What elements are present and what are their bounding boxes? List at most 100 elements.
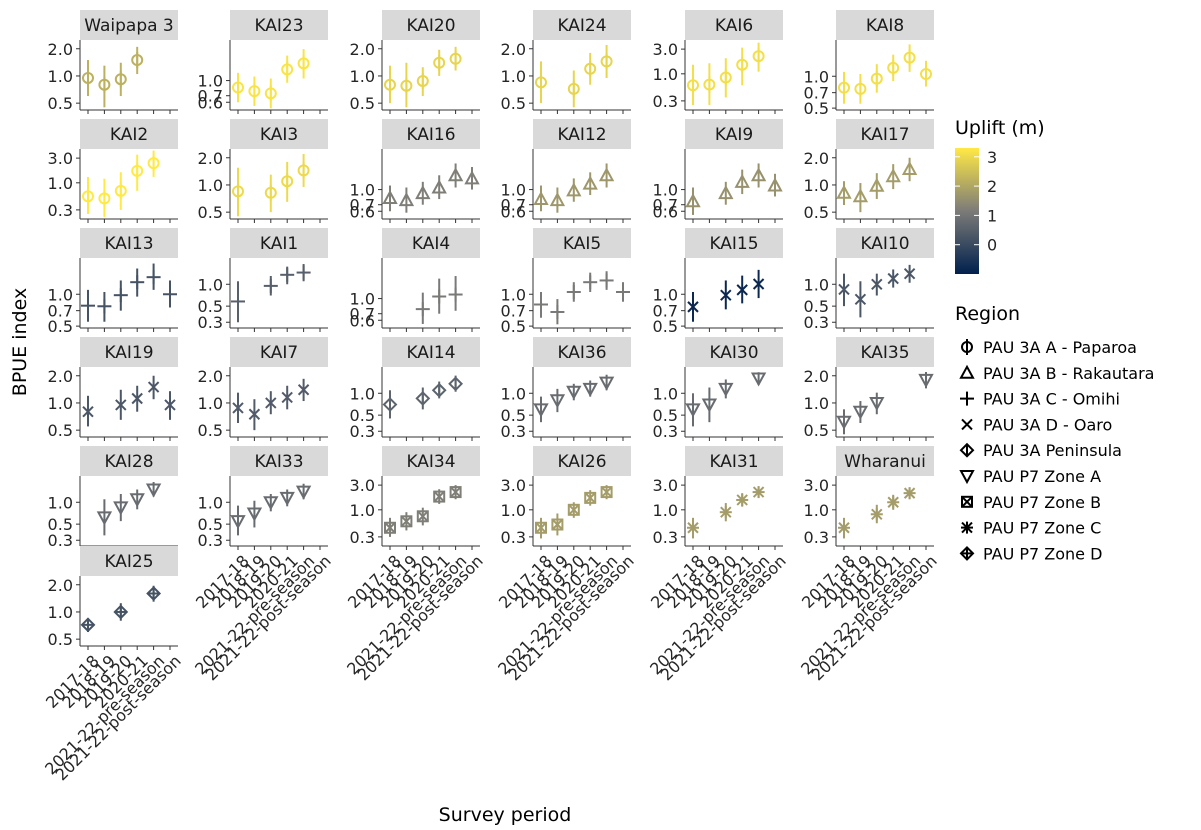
data-point: [583, 275, 598, 290]
data-point: [147, 381, 160, 393]
data-point: [736, 493, 749, 506]
data-point: [415, 302, 430, 317]
data-point: [533, 190, 549, 206]
region-legend-label: PAU 3A C - Omihi: [983, 390, 1120, 409]
y-tick-label: 0.5: [653, 406, 678, 425]
data-point: [584, 60, 597, 77]
data-point: [416, 510, 429, 523]
panel-strip-label: KAI36: [557, 343, 606, 363]
data-point: [566, 182, 582, 197]
panel-kai14: KAI14 0.30.5 1.0: [350, 337, 480, 441]
data-point: [82, 406, 94, 418]
y-tick-label: 0.3: [653, 528, 678, 547]
y-tick-label: 0.6: [501, 202, 526, 221]
panel-strip-label: KAI10: [860, 234, 909, 254]
data-point: [534, 297, 548, 312]
data-point: [887, 59, 900, 76]
data-point: [687, 301, 699, 313]
panel-strip-label: KAI24: [557, 16, 606, 36]
data-point: [549, 394, 566, 409]
data-point: [280, 267, 295, 282]
region-legend-title: Region: [955, 303, 1020, 325]
data-point: [600, 53, 613, 70]
panel-strip-label: KAI19: [104, 343, 153, 363]
panel-strip: [685, 10, 783, 40]
y-tick-label: 0.5: [350, 94, 375, 113]
data-point: [263, 278, 278, 293]
panel-strip-label: KAI7: [260, 343, 298, 363]
region-legend-label: PAU P7 Zone B: [983, 493, 1101, 512]
region-legend-key: [959, 364, 975, 379]
y-tick-label: 0.5: [198, 203, 223, 222]
y-tick-label: 2.0: [48, 367, 73, 386]
data-point: [838, 79, 850, 96]
panel-kai3: KAI3 0.5 1.0 2.0: [198, 119, 328, 223]
data-point: [433, 490, 446, 503]
data-point: [599, 273, 614, 288]
panel-strip: [80, 337, 178, 367]
data-point: [113, 288, 128, 303]
data-point: [567, 503, 580, 516]
y-tick-label: 1.0: [653, 285, 678, 304]
data-point: [432, 289, 447, 304]
panel-kai26: KAI260.31.03.02017-182018-192019-202020-…: [494, 446, 638, 684]
region-legend-key: [961, 339, 973, 355]
panel-strip: [230, 228, 328, 258]
data-point: [113, 604, 129, 620]
panel-strip-label: KAI31: [709, 452, 758, 472]
panel-kai4: KAI4 0.60.71.0: [350, 228, 480, 332]
y-tick-label: 0.3: [804, 313, 829, 332]
y-tick-label: 1.0: [804, 67, 829, 86]
data-point: [400, 515, 413, 528]
data-point: [852, 405, 869, 420]
data-point: [885, 168, 901, 183]
y-tick-label: 1.0: [653, 384, 678, 403]
panel-strip: [836, 337, 934, 367]
data-point: [836, 184, 852, 199]
panel-strip: [230, 446, 328, 476]
y-tick-label: 0.5: [48, 317, 73, 336]
panel-strip-label: KAI6: [715, 16, 753, 36]
data-point: [464, 170, 480, 185]
y-tick-label: 0.3: [48, 201, 73, 220]
panel-kai36: KAI36 0.30.5 1.0: [501, 337, 631, 441]
y-tick-label: 1.0: [804, 275, 829, 294]
data-point: [96, 511, 113, 526]
panel-wharanui: Wharanui0.31.03.02017-182018-192019-2020…: [797, 446, 941, 684]
data-point: [113, 501, 129, 516]
data-point: [131, 52, 144, 69]
data-point: [147, 155, 160, 172]
colorbar-tick-label: 0: [987, 236, 997, 255]
data-point: [549, 192, 566, 207]
y-tick-label: 2.0: [804, 367, 829, 386]
y-tick-label: 0.3: [198, 313, 223, 332]
y-tick-label: 3.0: [653, 476, 678, 495]
data-point: [281, 173, 294, 190]
panel-strip-label: KAI2: [110, 125, 148, 145]
y-tick-label: 1.0: [48, 67, 73, 86]
data-point: [920, 66, 932, 83]
data-point: [736, 56, 749, 73]
region-legend-key: [961, 418, 973, 431]
panel-strip-label: KAI14: [406, 343, 455, 363]
data-point: [80, 617, 96, 633]
data-point: [449, 50, 462, 67]
panel-kai19: KAI19 0.5 1.0 2.0: [48, 337, 178, 441]
panel-kai28: KAI28 0.30.5 1.0: [48, 446, 178, 550]
data-point: [449, 486, 462, 499]
panel-strip-label: KAI23: [254, 16, 303, 36]
panel-strip: [230, 119, 328, 149]
y-tick-label: 2.0: [198, 149, 223, 168]
y-tick-label: 0.3: [48, 531, 73, 550]
data-point: [869, 177, 885, 192]
y-tick-label: 0.5: [501, 94, 526, 113]
y-tick-label: 1.0: [501, 384, 526, 403]
data-point: [232, 402, 244, 414]
panel-strip: [533, 337, 631, 367]
data-point: [903, 267, 916, 280]
data-point: [582, 175, 598, 190]
data-point: [566, 385, 582, 400]
data-point: [838, 283, 850, 296]
data-point: [382, 397, 398, 412]
region-legend-key: [961, 495, 973, 508]
